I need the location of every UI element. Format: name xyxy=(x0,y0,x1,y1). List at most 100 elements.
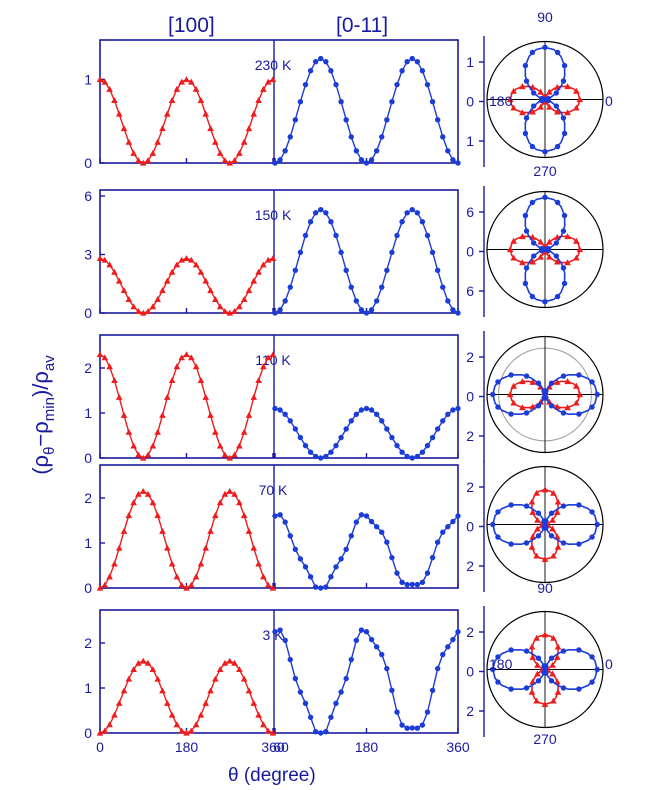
x-tick-label-right: 360 xyxy=(446,739,470,755)
y-tick-label: 6 xyxy=(84,188,92,204)
data-point-circle xyxy=(358,157,365,163)
polar-point-triangle xyxy=(537,253,544,260)
polar-point-circle xyxy=(535,380,542,386)
data-point-circle xyxy=(379,529,385,535)
polar-point-triangle xyxy=(506,96,514,103)
polar-point-triangle xyxy=(554,653,561,660)
data-point-triangle xyxy=(120,411,128,418)
polar-point-triangle xyxy=(510,237,517,244)
data-point-triangle xyxy=(216,442,224,449)
polar-point-triangle xyxy=(519,109,526,116)
data-point-triangle xyxy=(245,527,253,534)
data-point-circle xyxy=(343,267,349,273)
data-point-circle xyxy=(455,160,461,166)
data-point-triangle xyxy=(163,544,171,551)
data-point-triangle xyxy=(149,666,157,673)
y-tick-label: 3 xyxy=(84,247,92,263)
data-point-circle xyxy=(434,117,441,123)
polar-point-circle xyxy=(530,103,537,109)
panel-4: 0 1 2 2 0 2 70 K xyxy=(84,461,604,596)
data-point-triangle xyxy=(154,512,161,519)
data-point-circle xyxy=(338,434,344,441)
data-point-triangle xyxy=(125,138,133,145)
data-point-circle xyxy=(307,714,314,720)
data-point-circle xyxy=(429,249,436,256)
data-point-circle xyxy=(343,675,349,682)
polar-point-circle xyxy=(554,199,561,206)
polar-point-circle xyxy=(522,280,529,287)
polar-point-circle xyxy=(535,510,542,516)
data-point-triangle xyxy=(231,451,238,458)
polar-point-triangle xyxy=(510,382,517,389)
panel-2: 0 3 6 6 0 6 150 K xyxy=(84,186,604,321)
data-point-circle xyxy=(323,584,329,590)
data-point-circle xyxy=(440,651,446,658)
right-tick-label: 2 xyxy=(466,558,474,574)
polar-label-270: 270 xyxy=(533,163,557,179)
data-point-triangle xyxy=(96,584,104,591)
right-tick-label: 1 xyxy=(466,133,474,149)
data-point-triangle xyxy=(236,499,243,506)
series-line-100 xyxy=(99,490,274,589)
data-point-circle xyxy=(292,426,299,432)
data-point-triangle xyxy=(135,659,142,666)
data-point-circle xyxy=(389,249,395,256)
data-point-circle xyxy=(287,418,293,424)
data-point-circle xyxy=(292,267,299,273)
polar-point-circle xyxy=(542,299,548,305)
data-point-circle xyxy=(307,68,314,74)
polar-point-circle xyxy=(535,678,542,684)
polar-point-triangle xyxy=(546,253,553,260)
polar-point-triangle xyxy=(533,697,540,704)
polar-point-circle xyxy=(523,78,530,84)
data-point-circle xyxy=(328,714,334,720)
data-point-circle xyxy=(384,117,390,123)
polar-point-circle xyxy=(553,103,560,109)
data-point-circle xyxy=(379,418,385,424)
data-point-circle xyxy=(272,160,278,166)
data-point-circle xyxy=(414,725,421,731)
polar-point-circle xyxy=(560,648,567,654)
data-point-triangle xyxy=(154,138,161,145)
data-point-triangle xyxy=(168,268,176,275)
data-point-circle xyxy=(409,206,415,213)
data-point-triangle xyxy=(139,159,147,166)
polar-point-triangle xyxy=(554,508,561,515)
panel-1: 0 1 1 0 1 230 K xyxy=(84,36,604,171)
data-point-triangle xyxy=(231,659,238,666)
polar-point-triangle xyxy=(546,88,553,95)
polar-point-circle xyxy=(548,510,555,516)
data-point-triangle xyxy=(226,159,234,166)
data-point-triangle xyxy=(216,303,224,310)
polar-point-circle xyxy=(594,391,600,398)
data-point-circle xyxy=(297,98,304,105)
polar-point-triangle xyxy=(564,109,571,116)
polar-point-circle xyxy=(576,502,582,508)
data-point-triangle xyxy=(221,451,229,458)
data-point-circle xyxy=(318,730,324,736)
data-point-triangle xyxy=(149,499,157,506)
polar-point-triangle xyxy=(546,103,553,110)
data-point-circle xyxy=(384,539,390,545)
right-tick-label: 6 xyxy=(466,204,474,220)
data-point-circle xyxy=(419,449,426,455)
data-point-triangle xyxy=(250,699,258,706)
polar-point-triangle xyxy=(537,238,544,245)
data-point-circle xyxy=(338,556,344,562)
polar-point-triangle xyxy=(564,259,571,266)
data-point-triangle xyxy=(202,110,210,117)
data-point-circle xyxy=(343,546,349,552)
polar-point-triangle xyxy=(506,391,514,398)
data-point-circle xyxy=(292,546,299,552)
data-point-circle xyxy=(333,81,339,88)
data-point-circle xyxy=(424,232,431,239)
data-point-triangle xyxy=(106,261,113,268)
data-point-circle xyxy=(373,524,380,530)
data-point-circle xyxy=(368,307,375,313)
data-point-triangle xyxy=(255,377,262,384)
x-tick-label-left: 180 xyxy=(175,739,199,755)
polar-point-circle xyxy=(490,666,496,673)
data-point-triangle xyxy=(111,377,118,384)
data-point-triangle xyxy=(168,711,176,718)
polar-point-circle xyxy=(508,686,514,692)
